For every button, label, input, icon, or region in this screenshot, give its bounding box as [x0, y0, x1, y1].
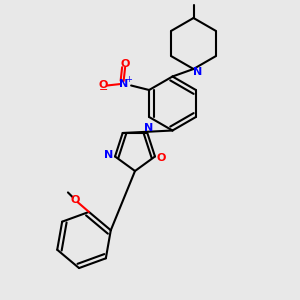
Text: O: O — [157, 153, 166, 163]
Text: N: N — [144, 123, 154, 133]
Text: O: O — [71, 195, 80, 205]
Text: −: − — [98, 85, 108, 95]
Text: N: N — [194, 67, 202, 77]
Text: O: O — [98, 80, 108, 90]
Text: N: N — [104, 150, 113, 160]
Text: +: + — [125, 75, 132, 84]
Text: O: O — [120, 58, 130, 69]
Text: N: N — [119, 79, 128, 89]
